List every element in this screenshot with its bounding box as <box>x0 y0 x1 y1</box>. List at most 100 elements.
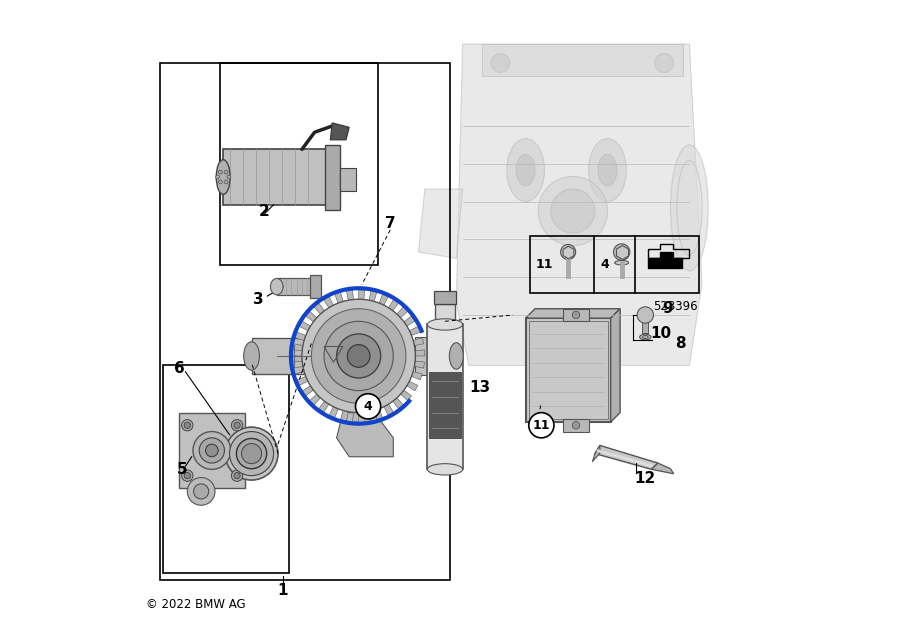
Polygon shape <box>413 338 424 345</box>
Bar <box>530 236 699 293</box>
Circle shape <box>231 420 243 431</box>
Bar <box>160 63 450 580</box>
Bar <box>563 419 589 432</box>
Circle shape <box>529 413 554 438</box>
Bar <box>179 413 245 488</box>
Ellipse shape <box>216 159 230 194</box>
Circle shape <box>614 244 630 260</box>
Circle shape <box>234 422 240 428</box>
Circle shape <box>311 309 406 403</box>
Polygon shape <box>335 292 343 303</box>
Text: 12: 12 <box>634 471 656 486</box>
Polygon shape <box>314 303 325 314</box>
Circle shape <box>347 345 370 367</box>
Polygon shape <box>595 445 658 469</box>
Text: 4: 4 <box>364 400 373 413</box>
Polygon shape <box>414 361 425 368</box>
Text: 13: 13 <box>470 380 490 395</box>
Circle shape <box>337 334 381 378</box>
Bar <box>529 321 608 419</box>
Polygon shape <box>319 401 328 412</box>
Circle shape <box>561 244 576 260</box>
Circle shape <box>224 180 228 184</box>
Polygon shape <box>482 44 683 76</box>
Text: 10: 10 <box>651 326 671 341</box>
Text: 4: 4 <box>600 258 608 271</box>
Bar <box>563 309 589 321</box>
Circle shape <box>637 307 653 323</box>
Text: 5: 5 <box>177 462 187 477</box>
Polygon shape <box>379 294 388 305</box>
Polygon shape <box>302 386 313 396</box>
Bar <box>416 337 456 375</box>
Circle shape <box>234 472 240 479</box>
Ellipse shape <box>677 161 702 255</box>
Text: 6: 6 <box>174 361 184 376</box>
Ellipse shape <box>244 341 259 370</box>
Polygon shape <box>337 413 393 457</box>
Ellipse shape <box>670 145 708 271</box>
Bar <box>429 372 461 438</box>
Polygon shape <box>329 407 338 418</box>
Circle shape <box>237 438 266 469</box>
Circle shape <box>182 470 193 481</box>
Circle shape <box>227 175 230 179</box>
Ellipse shape <box>507 139 544 202</box>
Circle shape <box>219 170 222 174</box>
Text: 1: 1 <box>278 583 288 598</box>
Polygon shape <box>340 411 348 421</box>
Ellipse shape <box>589 139 626 202</box>
Ellipse shape <box>615 261 628 265</box>
Ellipse shape <box>428 464 463 475</box>
Bar <box>220 63 378 265</box>
Polygon shape <box>295 332 306 340</box>
Ellipse shape <box>640 334 651 340</box>
Polygon shape <box>411 372 422 380</box>
Polygon shape <box>306 311 317 322</box>
Polygon shape <box>415 350 425 356</box>
Ellipse shape <box>428 319 463 330</box>
Bar <box>435 304 455 324</box>
Polygon shape <box>324 297 333 307</box>
Polygon shape <box>526 309 620 318</box>
Polygon shape <box>330 123 349 140</box>
Text: 7: 7 <box>385 216 395 231</box>
Ellipse shape <box>643 335 648 339</box>
Polygon shape <box>358 290 365 299</box>
Circle shape <box>187 478 215 505</box>
Polygon shape <box>364 411 371 422</box>
Polygon shape <box>404 316 415 326</box>
Circle shape <box>219 180 222 184</box>
Circle shape <box>182 420 193 431</box>
Bar <box>340 168 356 191</box>
Text: 523396: 523396 <box>653 300 698 313</box>
Bar <box>164 365 290 573</box>
Polygon shape <box>456 44 702 365</box>
Bar <box>311 332 324 380</box>
Polygon shape <box>353 413 358 422</box>
Circle shape <box>491 54 509 72</box>
Polygon shape <box>292 356 302 362</box>
Polygon shape <box>597 449 652 467</box>
Bar <box>223 149 328 205</box>
Polygon shape <box>384 404 393 415</box>
Polygon shape <box>410 326 420 335</box>
Text: 2: 2 <box>259 203 269 219</box>
Circle shape <box>654 54 673 72</box>
Circle shape <box>216 175 220 179</box>
Circle shape <box>230 432 274 476</box>
Ellipse shape <box>598 154 617 186</box>
Bar <box>277 278 311 295</box>
Bar <box>643 318 648 333</box>
Circle shape <box>184 422 191 428</box>
Circle shape <box>538 176 608 246</box>
Bar <box>526 318 611 422</box>
Ellipse shape <box>270 278 283 295</box>
Circle shape <box>241 444 262 464</box>
Polygon shape <box>369 291 377 301</box>
Text: © 2022 BMW AG: © 2022 BMW AG <box>147 598 246 611</box>
Bar <box>325 145 340 210</box>
Circle shape <box>231 470 243 481</box>
Circle shape <box>205 444 218 457</box>
Text: 11: 11 <box>533 419 550 432</box>
